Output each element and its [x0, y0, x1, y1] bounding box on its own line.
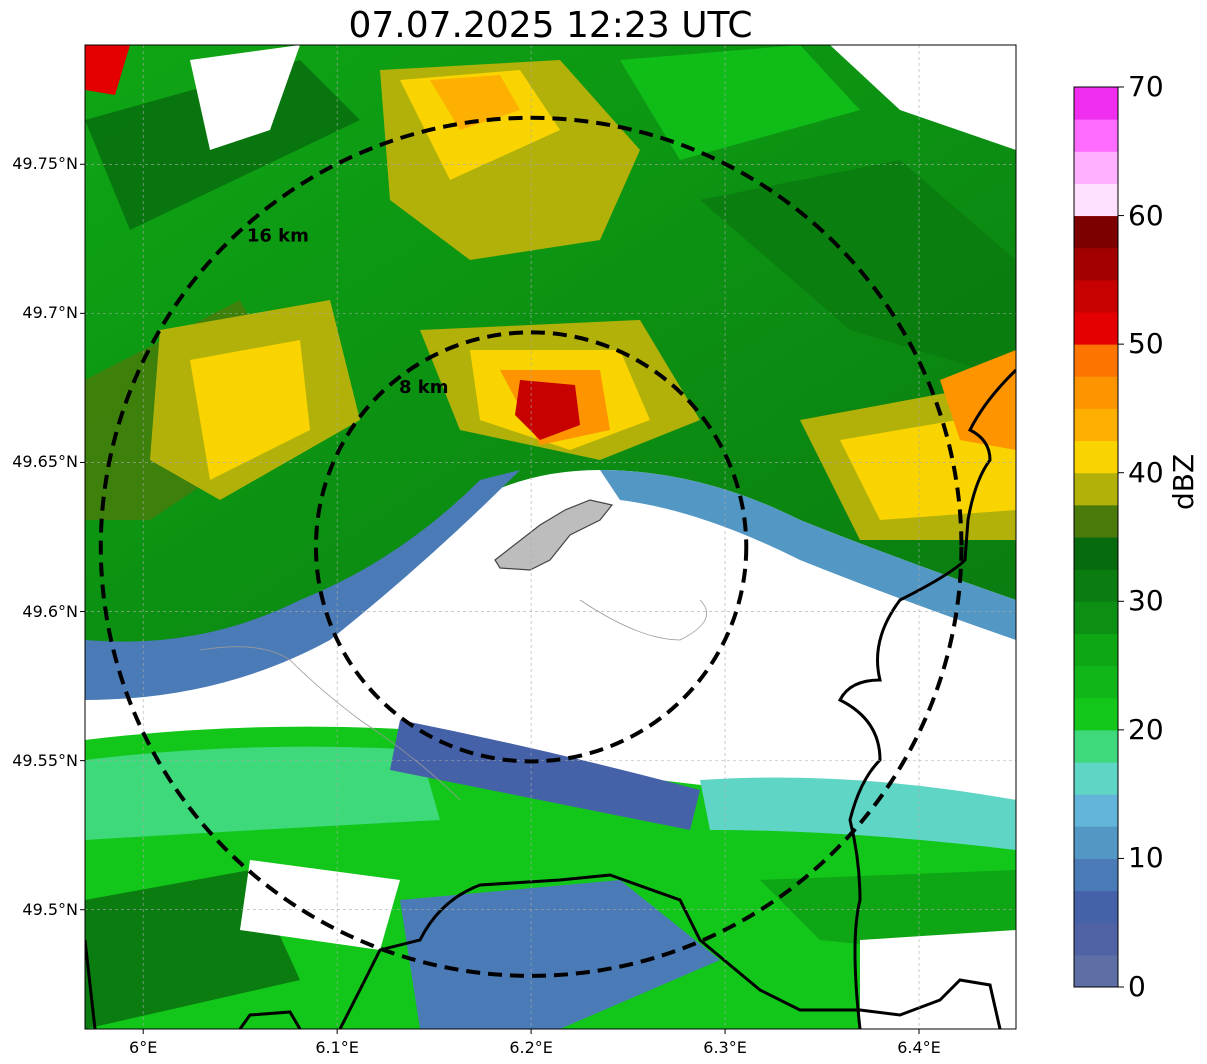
- border-south: [85, 873, 1002, 1029]
- colorbar-segment: [1074, 762, 1118, 795]
- colorbar-segment: [1074, 119, 1118, 152]
- colorbar-tick-label: 70: [1128, 70, 1164, 103]
- lat-tick-label: 49.55°N: [12, 750, 78, 770]
- range-ring-label: 8 km: [399, 377, 449, 398]
- colorbar-segment: [1074, 504, 1118, 538]
- colorbar-tick-label: 30: [1128, 584, 1164, 618]
- colorbar-segment: [1074, 215, 1118, 249]
- colorbar-label: dBZ: [1167, 453, 1200, 510]
- lat-tick-label: 49.7°N: [22, 303, 78, 323]
- axis-ticks: [80, 163, 920, 1034]
- range-ring-label: 16 km: [247, 225, 309, 246]
- colorbar-segment: [1074, 890, 1118, 924]
- colorbar-segment: [1074, 87, 1118, 120]
- colorbar-segment: [1074, 697, 1118, 731]
- colorbar-segment: [1074, 633, 1118, 667]
- colorbar-tick-label: 60: [1128, 198, 1164, 232]
- colorbar-tick-label: 0: [1128, 970, 1146, 1003]
- lon-tick-label: 6.3°E: [703, 1038, 747, 1057]
- range-ring-16km: [98, 115, 964, 978]
- lon-tick-label: 6°E: [129, 1038, 158, 1057]
- lat-tick-label: 49.5°N: [22, 899, 78, 919]
- colorbar-segment: [1074, 729, 1118, 763]
- colorbar-segment: [1074, 665, 1118, 699]
- colorbar-segment: [1074, 279, 1118, 313]
- range-rings: 8 km 16 km: [98, 115, 964, 978]
- colorbar-tick-label: 10: [1128, 841, 1164, 875]
- colorbar-segment: [1074, 440, 1118, 474]
- colorbar-segment: [1074, 601, 1118, 634]
- lon-tick-label: 6.4°E: [897, 1038, 941, 1057]
- lon-tick-label: 6.1°E: [315, 1038, 359, 1057]
- colorbar-segment: [1074, 183, 1118, 217]
- radar-echo-field: [85, 45, 1016, 1029]
- colorbar-segment: [1074, 151, 1118, 184]
- graticule: [85, 45, 1016, 1029]
- lat-tick-label: 49.65°N: [12, 452, 78, 472]
- map-title: 07.07.2025 12:23 UTC: [348, 5, 753, 46]
- lon-tick-label: 6.2°E: [509, 1038, 553, 1057]
- colorbar-segment: [1074, 376, 1118, 409]
- colorbar-segment: [1074, 312, 1118, 345]
- colorbar: [1073, 86, 1124, 988]
- colorbar-segment: [1074, 569, 1118, 602]
- colorbar-segment: [1074, 922, 1118, 956]
- echo-fringe-blue: [85, 470, 520, 700]
- colorbar-segment: [1074, 344, 1118, 377]
- plot-frame: [84, 44, 1017, 1030]
- colorbar-segment: [1074, 247, 1118, 281]
- colorbar-frame: [1073, 86, 1119, 988]
- colorbar-segment: [1074, 794, 1118, 827]
- colorbar-tick-label: 50: [1128, 327, 1164, 361]
- colorbar-segment: [1074, 858, 1118, 892]
- colorbar-segment: [1074, 537, 1118, 570]
- colorbar-segment: [1074, 954, 1118, 988]
- colorbar-segment: [1074, 826, 1118, 859]
- border-east: [837, 368, 1016, 1029]
- colorbar-tick-label: 40: [1128, 455, 1164, 489]
- lat-tick-label: 49.6°N: [22, 601, 78, 621]
- colorbar-segment: [1074, 408, 1118, 442]
- lat-tick-label: 49.75°N: [12, 154, 78, 174]
- colorbar-segment: [1074, 472, 1118, 506]
- colorbar-tick-label: 20: [1128, 712, 1164, 746]
- range-ring-8km: [313, 330, 749, 764]
- lake-shape: [494, 499, 614, 571]
